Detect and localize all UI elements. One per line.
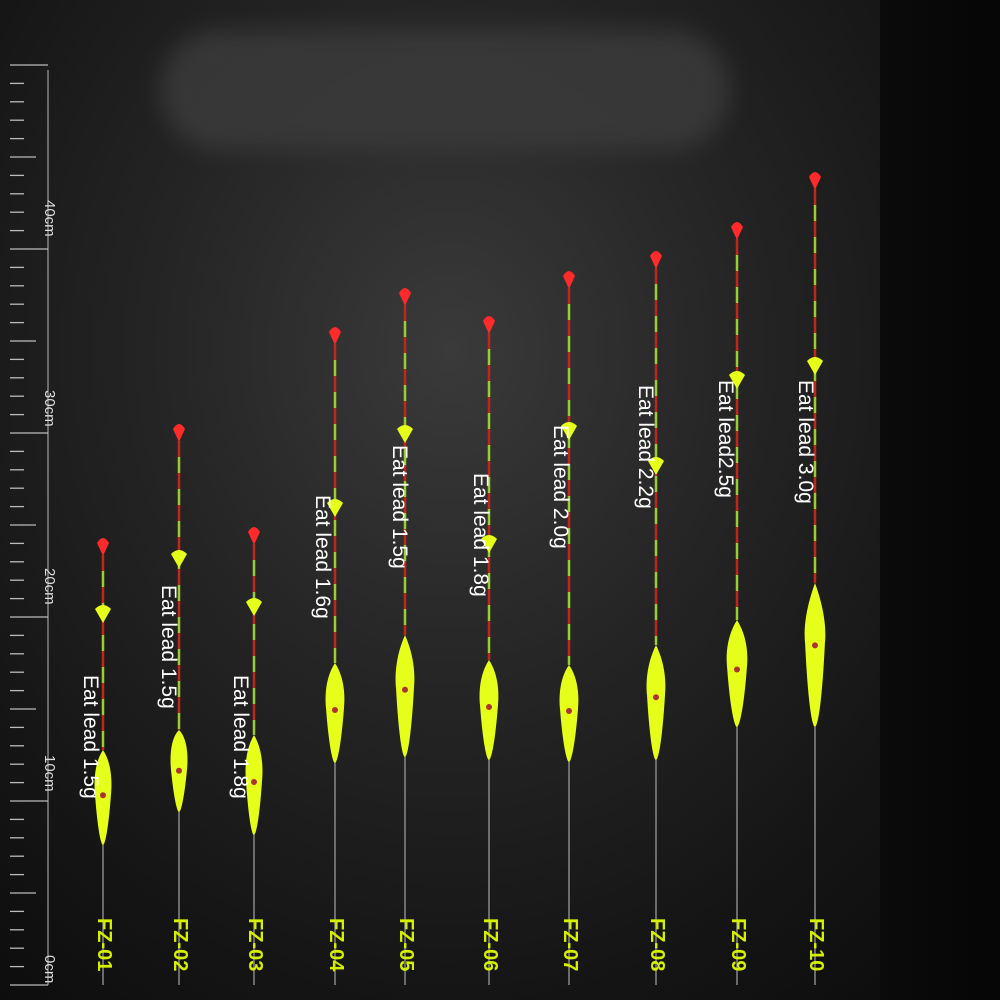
lead-weight-label: Eat lead 1.8g bbox=[469, 473, 492, 597]
lead-weight-label: Eat lead 1.5g bbox=[79, 675, 102, 799]
lead-weight-label: Eat lead 3.0g bbox=[794, 380, 817, 504]
red-tip bbox=[97, 538, 109, 556]
ruler-label-0: 0cm bbox=[41, 955, 58, 984]
float-fz-09 bbox=[726, 222, 748, 985]
blurred-logo-area bbox=[160, 30, 730, 150]
red-tip bbox=[173, 424, 185, 442]
float-fz-02 bbox=[170, 424, 188, 985]
yellow-marker bbox=[807, 357, 823, 375]
float-fz-06 bbox=[479, 316, 499, 985]
ruler-label-20: 20cm bbox=[41, 568, 58, 605]
yellow-marker bbox=[481, 535, 497, 553]
model-code: FZ-10 bbox=[805, 918, 827, 972]
lead-weight-label: Eat lead 2.0g bbox=[549, 425, 572, 549]
yellow-marker bbox=[171, 550, 187, 568]
dark-side-band bbox=[880, 0, 1000, 1000]
red-tip bbox=[248, 527, 260, 545]
float-logo bbox=[653, 694, 659, 701]
lead-weight-label: Eat lead2.5g bbox=[714, 380, 737, 498]
float-logo bbox=[100, 792, 106, 799]
float-fz-01 bbox=[94, 538, 112, 985]
model-code: FZ-07 bbox=[559, 918, 581, 972]
float-logo bbox=[566, 707, 572, 714]
model-code: FZ-09 bbox=[727, 918, 749, 972]
float-logo bbox=[486, 704, 492, 710]
model-code: FZ-02 bbox=[169, 918, 191, 972]
float-body bbox=[646, 645, 666, 760]
ruler-label-40: 40cm bbox=[41, 200, 58, 237]
yellow-marker bbox=[327, 499, 343, 517]
float-logo bbox=[402, 686, 408, 693]
lead-weight-label: Eat lead 1.8g bbox=[229, 675, 252, 799]
float-fz-08 bbox=[646, 251, 666, 985]
float-fz-04 bbox=[325, 327, 345, 985]
model-code: FZ-05 bbox=[395, 918, 417, 972]
float-fz-05 bbox=[395, 288, 415, 985]
red-tip bbox=[650, 251, 662, 269]
lead-weight-label: Eat lead 1.6g bbox=[311, 495, 334, 619]
yellow-marker bbox=[648, 457, 664, 475]
float-body bbox=[395, 635, 415, 757]
yellow-marker bbox=[246, 598, 262, 616]
model-code: FZ-06 bbox=[479, 918, 501, 972]
float-logo bbox=[251, 779, 257, 785]
float-fz-03 bbox=[245, 527, 263, 985]
model-code: FZ-01 bbox=[93, 918, 115, 972]
yellow-marker bbox=[397, 425, 413, 443]
red-tip bbox=[483, 316, 495, 334]
yellow-marker bbox=[561, 422, 577, 440]
model-code: FZ-08 bbox=[646, 918, 668, 972]
model-code: FZ-04 bbox=[325, 918, 347, 972]
float-logo bbox=[734, 666, 740, 673]
lead-weight-label: Eat lead 2.2g bbox=[634, 385, 657, 509]
ruler-label-30: 30cm bbox=[41, 390, 58, 427]
yellow-marker bbox=[95, 605, 111, 623]
model-code: FZ-03 bbox=[244, 918, 266, 972]
float-logo bbox=[332, 707, 338, 713]
red-tip bbox=[563, 271, 575, 289]
red-tip bbox=[731, 222, 743, 240]
float-fz-10 bbox=[804, 172, 826, 985]
lead-weight-label: Eat lead 1.5g bbox=[157, 585, 180, 709]
red-tip bbox=[329, 327, 341, 345]
ruler-ticks bbox=[10, 64, 49, 986]
red-tip bbox=[399, 288, 411, 306]
float-fz-07 bbox=[559, 271, 579, 985]
red-tip bbox=[809, 172, 821, 190]
ruler-label-10: 10cm bbox=[41, 755, 58, 792]
yellow-marker bbox=[729, 371, 745, 389]
float-logo bbox=[812, 642, 818, 649]
lead-weight-label: Eat lead 1.5g bbox=[388, 445, 411, 569]
float-body bbox=[726, 620, 748, 727]
float-body bbox=[804, 583, 826, 727]
float-logo bbox=[176, 767, 182, 774]
